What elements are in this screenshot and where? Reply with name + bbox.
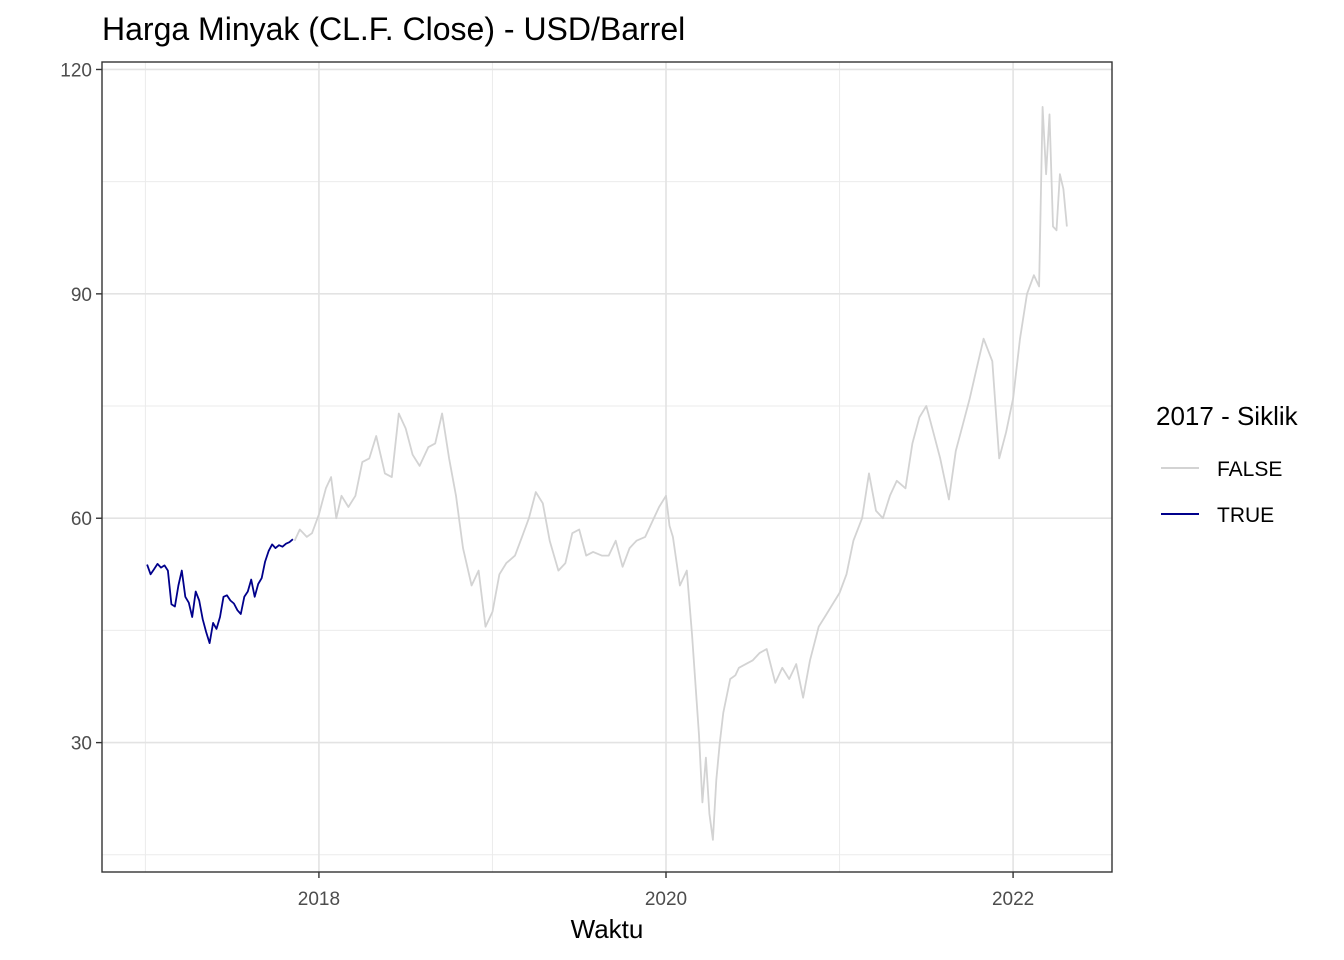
chart-title: Harga Minyak (CL.F. Close) - USD/Barrel — [102, 11, 685, 47]
x-axis-title: Waktu — [571, 914, 644, 944]
plot-panel-border — [101, 61, 1113, 873]
y-tick-label: 90 — [71, 285, 92, 306]
y-axis: 30 60 90 120 — [60, 60, 102, 755]
major-gridlines — [102, 62, 1112, 872]
y-tick-label: 60 — [71, 509, 92, 530]
series-lines — [146, 106, 1068, 841]
minor-gridlines — [102, 62, 1112, 872]
x-tick-label: 2020 — [645, 889, 687, 910]
legend-label-true: TRUE — [1217, 504, 1274, 527]
x-tick-label: 2018 — [298, 889, 340, 910]
legend: 2017 - Siklik FALSE TRUE — [1156, 401, 1299, 527]
legend-title: 2017 - Siklik — [1156, 401, 1299, 431]
x-tick-label: 2022 — [992, 889, 1034, 910]
y-tick-label: 120 — [60, 60, 92, 81]
legend-label-false: FALSE — [1217, 458, 1282, 481]
series-line-false — [293, 106, 1068, 841]
y-tick-label: 30 — [71, 734, 92, 755]
x-axis: 2018 2020 2022 — [298, 872, 1034, 910]
series-line-true — [146, 538, 294, 644]
